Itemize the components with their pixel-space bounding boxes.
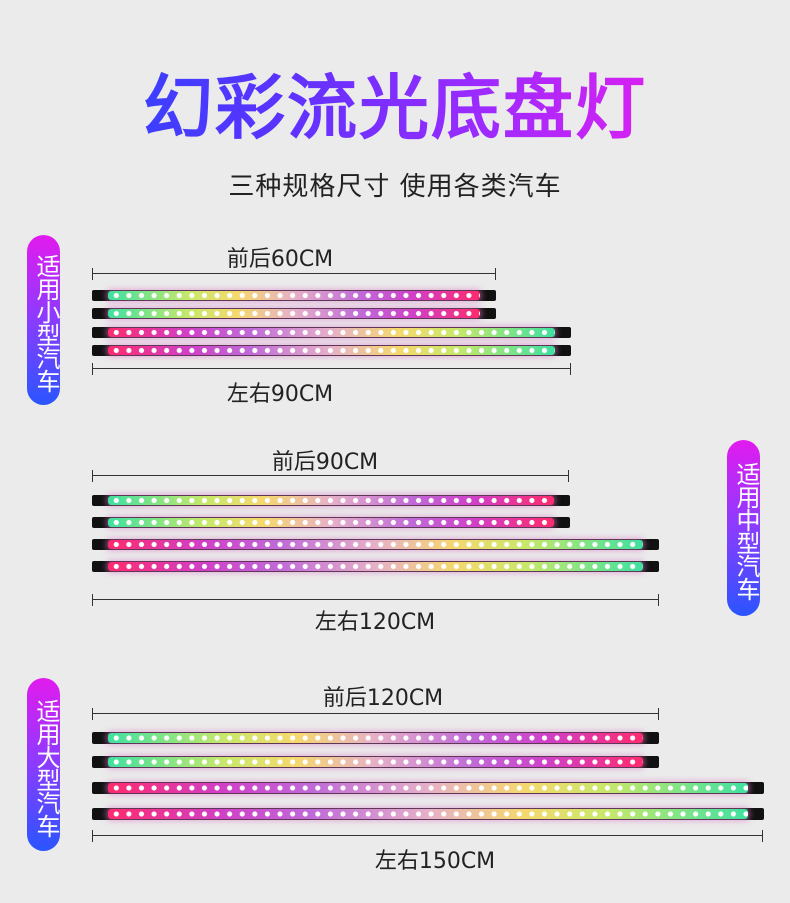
- front-back-dimension-line: [92, 708, 659, 720]
- light-strip-back: [92, 517, 570, 528]
- front-back-length-label: 前后120CM: [322, 686, 444, 711]
- front-back-length-label: 前后60CM: [226, 247, 334, 272]
- left-right-dimension-line: [92, 830, 763, 842]
- front-back-dimension-line: [92, 268, 496, 280]
- light-strip-right: [92, 561, 659, 572]
- front-back-length-label: 前后90CM: [271, 450, 379, 475]
- light-strip-right: [92, 345, 571, 356]
- product-title: 幻彩流光底盘灯: [0, 52, 790, 153]
- light-strip-left: [92, 539, 659, 550]
- left-right-dimension-line: [92, 594, 659, 606]
- light-strip-right: [92, 808, 764, 820]
- left-right-length-label: 左右90CM: [226, 382, 334, 407]
- badge-large-car: 适用大型汽车: [27, 678, 60, 851]
- light-strip-front: [92, 732, 659, 744]
- light-strip-back: [92, 308, 496, 319]
- light-strip-left: [92, 782, 764, 794]
- light-strip-front: [92, 495, 570, 506]
- product-subtitle: 三种规格尺寸 使用各类汽车: [228, 172, 562, 202]
- left-right-length-label: 左右120CM: [314, 610, 436, 635]
- left-right-length-label: 左右150CM: [374, 849, 496, 874]
- badge-medium-car: 适用中型汽车: [727, 440, 760, 616]
- light-strip-back: [92, 756, 659, 768]
- light-strip-front: [92, 290, 496, 301]
- left-right-dimension-line: [92, 363, 571, 375]
- light-strip-left: [92, 327, 571, 338]
- front-back-dimension-line: [92, 470, 569, 482]
- badge-small-car: 适用小型汽车: [27, 235, 60, 405]
